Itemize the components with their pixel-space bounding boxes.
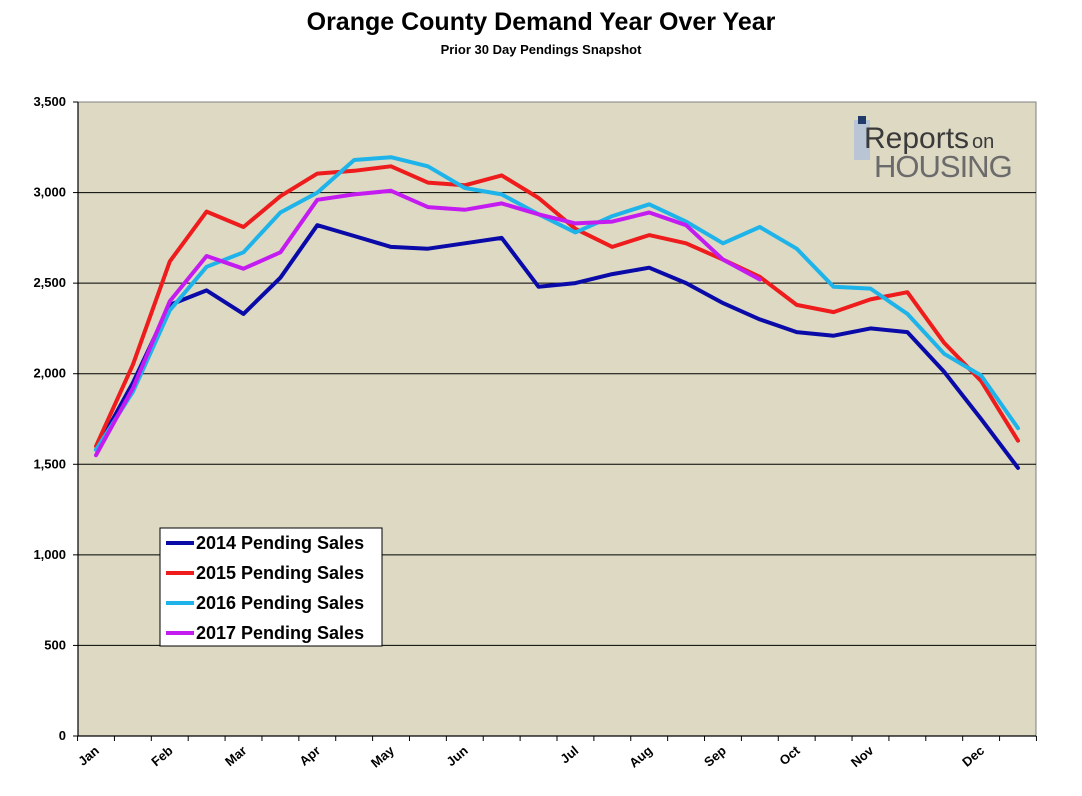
series-line-3 (94, 188, 762, 458)
x-tick-label: Sep (701, 743, 729, 770)
logo-house-icon (854, 120, 870, 160)
x-tick-label: Mar (222, 743, 249, 769)
legend-label-3: 2017 Pending Sales (196, 623, 364, 643)
y-tick-label: 0 (59, 728, 66, 743)
x-tick-label: Jan (75, 743, 102, 769)
legend-box (159, 527, 383, 647)
x-tick-label: Oct (776, 742, 803, 768)
x-tick-label: Jun (443, 743, 470, 769)
reports-on-housing-logo: Reports on HOUSING (854, 116, 1013, 184)
x-tick-label: Aug (626, 743, 655, 771)
x-tick-label: Apr (296, 743, 323, 769)
y-tick-label: 1,500 (33, 456, 66, 471)
legend-label-1: 2015 Pending Sales (196, 563, 364, 583)
x-tick-label: Nov (848, 742, 877, 770)
series-line-2 (94, 155, 1020, 452)
chart-title: Orange County Demand Year Over Year (306, 8, 776, 36)
x-tick-label: Jul (557, 743, 581, 767)
x-axis: Jan Feb Mar Apr May Jun Jul Aug Sep Oct Nov Dec (75, 735, 1037, 771)
x-tick-label: Dec (959, 743, 987, 770)
y-axis: 0 500 1,000 1,500 2,000 2,500 3,000 3,500 (33, 94, 79, 743)
logo-house-icon-top (858, 116, 866, 124)
y-tick-label: 3,000 (33, 185, 66, 200)
y-tick-label: 3,500 (33, 94, 66, 109)
x-tick-label: May (368, 742, 398, 770)
legend-label-2: 2016 Pending Sales (196, 593, 364, 613)
y-tick-label: 1,000 (33, 547, 66, 562)
series-line-1 (94, 164, 1020, 449)
legend-label-0: 2014 Pending Sales (196, 533, 364, 553)
logo-word-reports: Reports (864, 122, 969, 155)
series-lines (94, 155, 1020, 470)
y-tick-label: 500 (44, 637, 66, 652)
chart-legend: 2014 Pending Sales 2015 Pending Sales 2016… (159, 527, 383, 647)
logo-word-housing: HOUSING (874, 149, 1012, 184)
x-tick-label: Feb (148, 743, 175, 769)
y-tick-label: 2,000 (33, 366, 66, 381)
chart-subtitle: Prior 30 Day Pendings Snapshot (440, 42, 642, 57)
y-tick-label: 2,500 (33, 275, 66, 290)
series-line-0 (94, 223, 1020, 470)
logo-word-on: on (972, 131, 994, 153)
